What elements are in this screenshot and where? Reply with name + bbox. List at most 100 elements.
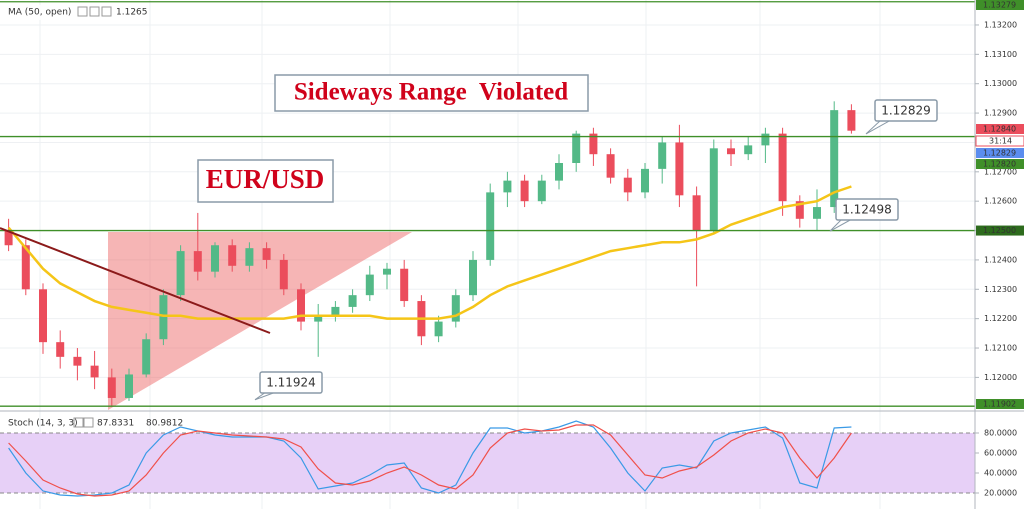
price-tag-label: 1.12840 — [983, 125, 1016, 134]
y-tick-label: 1.12300 — [984, 285, 1017, 294]
candle-body — [692, 195, 701, 231]
candle-body — [211, 245, 219, 272]
stoch-line — [8, 420, 852, 497]
candle-body — [331, 306, 340, 316]
countdown-tag — [975, 135, 1024, 147]
chart-title: Sideways Range Violated — [294, 79, 568, 106]
y-tick-label: 1.13100 — [984, 50, 1017, 59]
stoch-line — [8, 424, 852, 497]
candle-body — [125, 374, 133, 398]
candle-body — [90, 365, 99, 378]
level-tag — [976, 399, 1024, 409]
y-tick-label: 80.0000 — [984, 429, 1017, 438]
level-tag — [976, 225, 1024, 236]
candle-body — [847, 110, 856, 131]
candle-body — [761, 133, 770, 146]
level-tag — [976, 0, 1024, 10]
level-tag-label: 1.11902 — [983, 400, 1016, 409]
y-tick-label: 1.13000 — [984, 79, 1017, 88]
callout-box — [835, 198, 899, 221]
candle-body — [778, 133, 787, 202]
candle-body — [623, 177, 632, 193]
callout-label: 1.12829 — [881, 104, 931, 118]
candle-body — [73, 356, 82, 366]
candle-body — [555, 163, 563, 181]
candle-body — [365, 274, 374, 296]
candle-body — [39, 289, 47, 343]
level-tag-label: 1.13279 — [983, 1, 1016, 10]
candle-body — [56, 342, 65, 357]
candle-body — [348, 295, 357, 307]
candle-body — [176, 251, 185, 296]
candle-body — [469, 259, 477, 296]
y-tick-label: 1.12900 — [984, 109, 1017, 118]
candle-body — [142, 339, 151, 375]
candle-body — [727, 148, 735, 155]
candle-body — [400, 268, 409, 302]
candle-body — [434, 321, 443, 337]
candle-body — [744, 145, 753, 155]
subtitle-box — [197, 159, 334, 203]
candle-body — [228, 245, 237, 266]
level-tag-label: 1.12820 — [983, 160, 1016, 169]
candle-body — [159, 295, 168, 340]
candle-body — [383, 268, 391, 275]
candle-body — [537, 180, 546, 202]
level-tag-label: 1.12500 — [983, 226, 1016, 235]
y-tick-label: 1.13200 — [984, 20, 1017, 29]
y-tick-label: 1.12000 — [984, 373, 1017, 382]
price-tag-label: 1.12829 — [983, 149, 1016, 158]
icon[interactable] — [73, 417, 84, 428]
indicator-value: 1.1265 — [116, 8, 148, 18]
price-tag — [976, 124, 1024, 134]
candle-body — [297, 289, 305, 322]
candle-body — [675, 142, 684, 196]
y-tick-label: 1.12200 — [984, 314, 1017, 323]
stoch-name: Stoch (14, 3, 3) — [8, 419, 78, 429]
candle-body — [503, 180, 512, 193]
icon[interactable] — [77, 6, 88, 17]
indicator-name: MA (50, open) — [8, 8, 71, 18]
callout-box — [259, 371, 323, 394]
candle-body — [314, 315, 323, 322]
candle-body — [813, 207, 821, 219]
y-tick-label: 40.0000 — [984, 469, 1017, 478]
plot — [0, 1, 975, 497]
candle-body — [606, 154, 615, 178]
y-tick-label: 1.12100 — [984, 344, 1017, 353]
trend-line — [0, 227, 271, 334]
y-tick-label: 1.12700 — [984, 167, 1017, 176]
y-tick-label: 1.12600 — [984, 197, 1017, 206]
callout-label: 1.12498 — [842, 203, 892, 217]
chart-subtitle: EUR/USD — [206, 164, 325, 194]
icon[interactable] — [83, 417, 94, 428]
candle-body — [279, 259, 288, 290]
icon[interactable] — [101, 6, 112, 17]
candle-body — [795, 201, 804, 219]
candle-body — [21, 245, 30, 290]
candle-body — [262, 248, 271, 260]
price-tag — [976, 148, 1024, 158]
candle-body — [641, 168, 649, 193]
y-tick-label: 60.0000 — [984, 449, 1017, 458]
ma-line — [7, 185, 852, 320]
countdown: 31:14 — [989, 137, 1012, 146]
candle-body — [486, 192, 495, 260]
candle-body — [107, 377, 116, 398]
title-box — [274, 74, 589, 112]
level-tag — [976, 159, 1024, 169]
candle-body — [245, 248, 254, 266]
callout-label: 1.11924 — [266, 376, 316, 390]
candle-body — [451, 295, 460, 322]
candle-body — [520, 180, 529, 202]
y-tick-label: 1.12400 — [984, 255, 1017, 264]
y-tick-label: 20.0000 — [984, 489, 1017, 498]
candle-body — [193, 251, 202, 272]
stoch-d-value: 80.9812 — [146, 419, 183, 429]
icon[interactable] — [89, 6, 100, 17]
callout-box — [874, 99, 938, 122]
candle-body — [4, 230, 13, 246]
stoch-band — [0, 433, 975, 493]
